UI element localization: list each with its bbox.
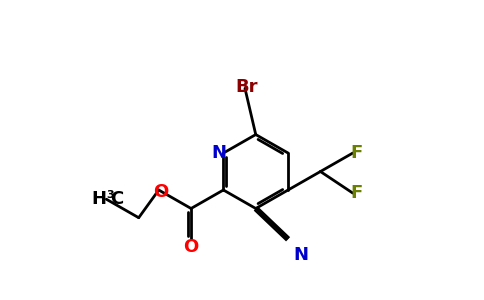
Text: Br: Br (235, 78, 258, 96)
Text: C: C (110, 190, 123, 208)
Text: H: H (91, 190, 106, 208)
Text: N: N (212, 144, 227, 162)
Text: F: F (350, 144, 363, 162)
Text: F: F (350, 184, 363, 202)
Text: 3: 3 (106, 190, 114, 200)
Text: O: O (152, 182, 168, 200)
Text: O: O (183, 238, 199, 256)
Text: N: N (293, 247, 308, 265)
